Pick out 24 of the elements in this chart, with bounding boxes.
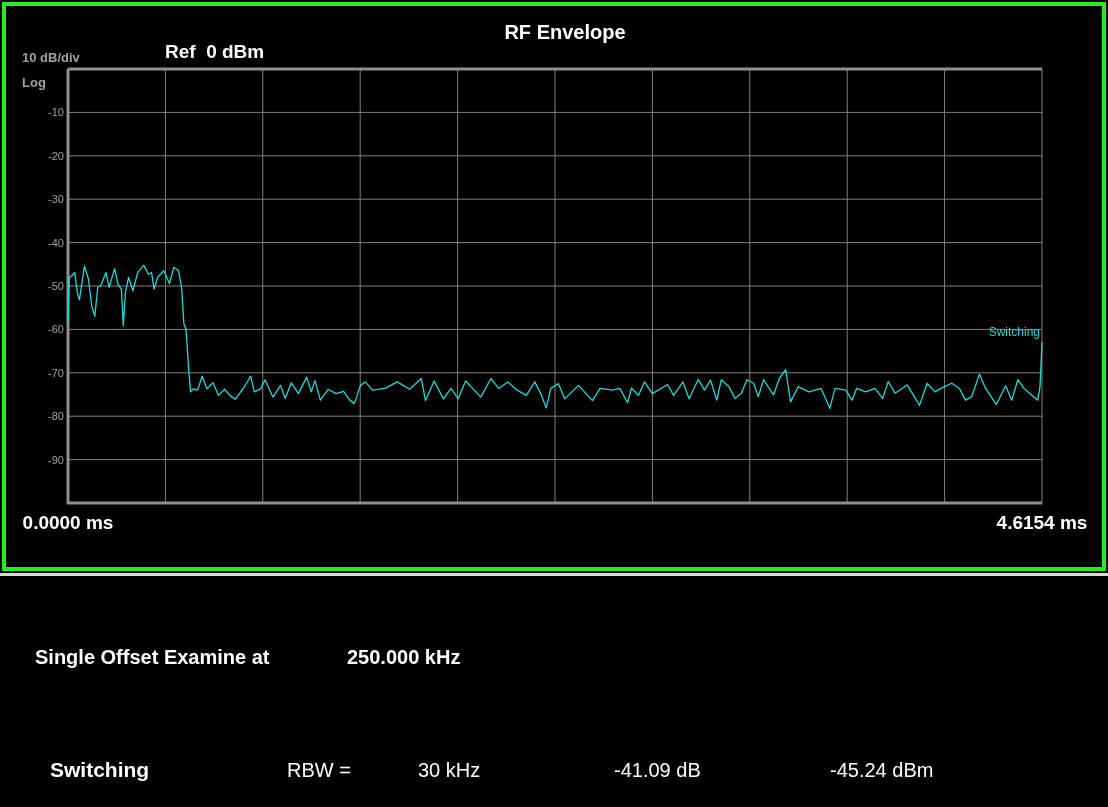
chart-title: RF Envelope	[504, 21, 626, 43]
text: -45.24 dBm	[830, 759, 934, 781]
text: Ref 0 dBm	[165, 41, 265, 62]
y-tick-label: -80	[48, 410, 64, 423]
text: Switching	[50, 758, 150, 781]
y-tick-label: -30	[48, 193, 64, 206]
y-tick-label: -10	[48, 106, 64, 119]
text: 10 dB/div	[22, 50, 81, 65]
y-tick-label: -70	[48, 366, 64, 379]
y-tick-label: -60	[48, 323, 64, 336]
text: 30 kHz	[418, 759, 481, 781]
text: -41.09 dB	[614, 759, 701, 781]
y-tick-label: -40	[48, 236, 64, 249]
x-tick-label: 4.6154 ms	[996, 512, 1088, 533]
text: Single Offset Examine at	[35, 646, 270, 668]
y-tick-label: -50	[48, 280, 64, 292]
x-tick-label: 0.0000 ms	[22, 512, 114, 533]
text: RBW =	[287, 759, 351, 781]
y-tick-label: -20	[48, 149, 64, 162]
y-tick-label: -90	[48, 453, 64, 466]
text: 250.000 kHz	[347, 646, 461, 668]
line-series	[67, 264, 1043, 410]
series-label: Switching	[988, 325, 1040, 340]
text: Log	[22, 75, 46, 90]
